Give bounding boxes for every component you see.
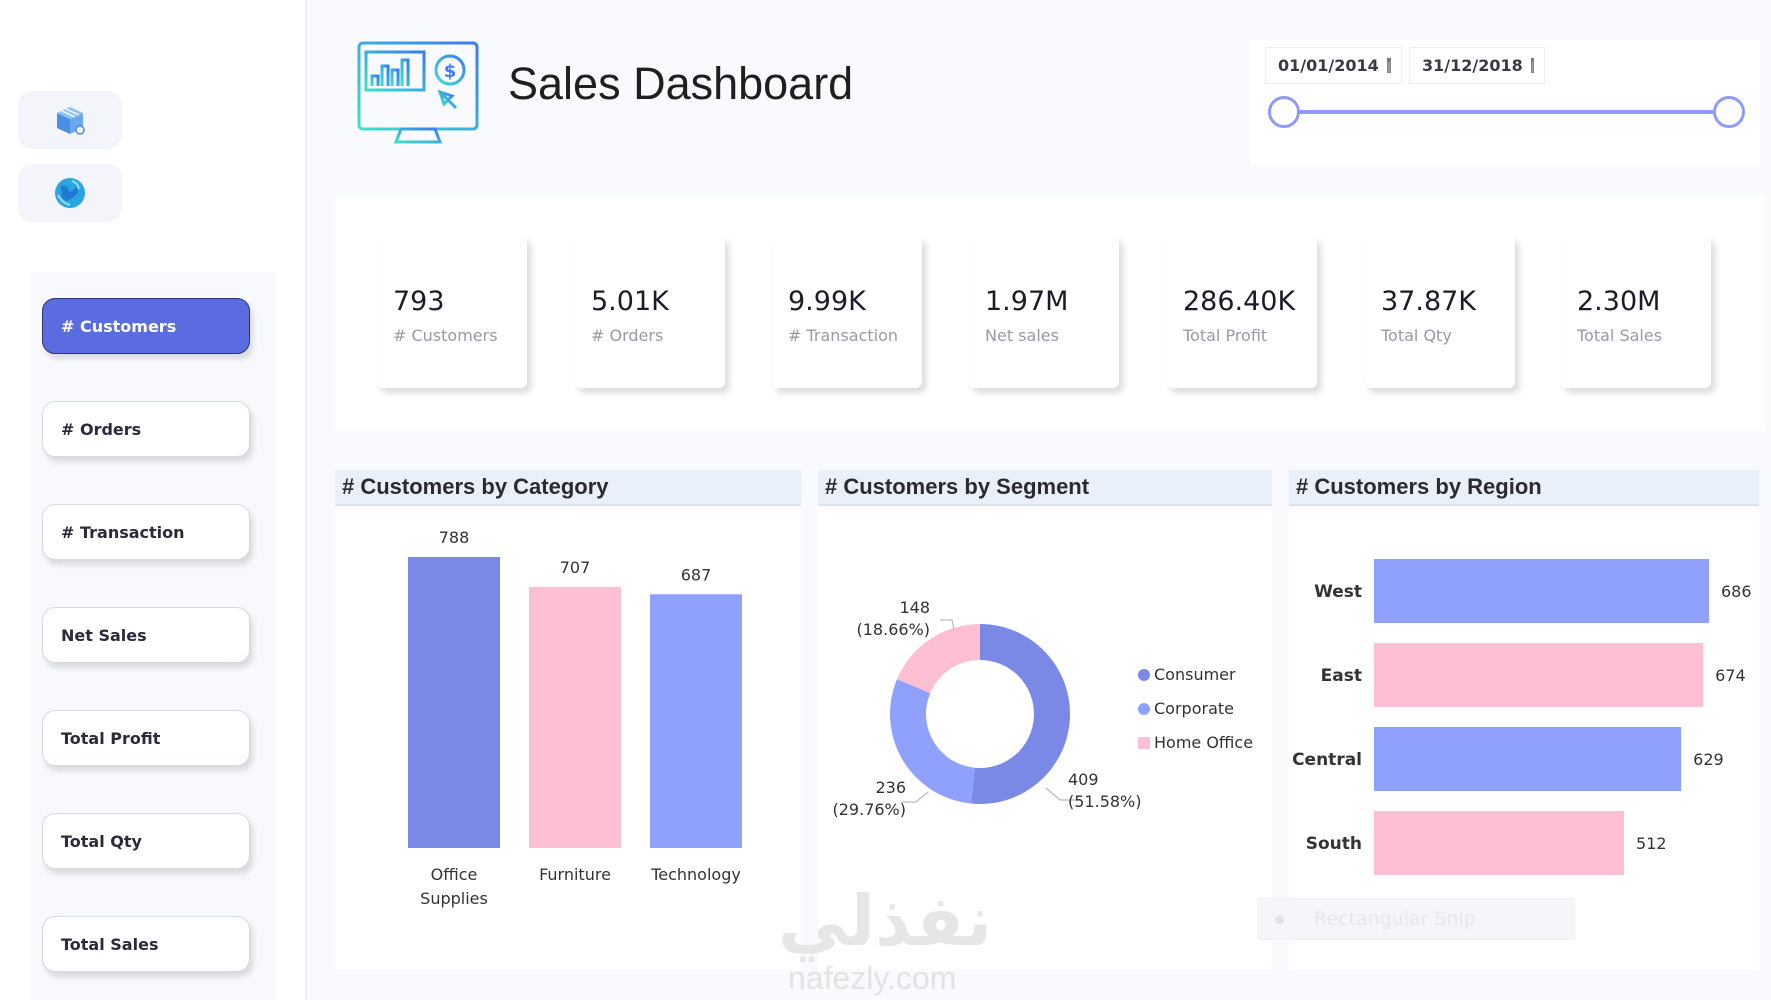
category-bar-chart: 788 Office Supplies 707 Furniture 687 Technolo… <box>408 528 742 908</box>
category-bar[interactable] <box>529 586 621 848</box>
region-value-label: 629 <box>1693 750 1724 769</box>
category-axis-label: Office <box>431 865 478 884</box>
sidebar: # Customers # Orders # Transaction Net S… <box>0 0 307 1000</box>
region-value-label: 686 <box>1721 582 1752 601</box>
region-bar[interactable] <box>1374 727 1682 791</box>
segment-value-label: 409 <box>1068 770 1099 789</box>
kpi-label: Total Profit <box>1183 326 1268 345</box>
segment-value-label: 236 <box>875 778 906 797</box>
nav-total-sales-button[interactable]: Total Sales <box>42 916 250 972</box>
date-range-slider-track[interactable] <box>1298 110 1728 114</box>
globe-page-button[interactable] <box>18 164 122 222</box>
region-value-label: 674 <box>1715 666 1746 685</box>
leader-line-home-office <box>940 619 955 631</box>
kpi-card-customers[interactable]: 793 # Customers <box>377 236 527 388</box>
kpi-value: 9.99K <box>788 286 866 317</box>
segment-percent-label: (29.76%) <box>833 800 907 819</box>
kpi-value: 2.30M <box>1577 286 1661 317</box>
segment-value-label: 148 <box>899 598 930 617</box>
kpi-card-total-sales[interactable]: 2.30M Total Sales <box>1561 236 1711 388</box>
rectangular-snip-ghost: Rectangular Snip <box>1258 898 1575 940</box>
snip-dot-icon <box>1275 914 1284 924</box>
region-axis-label: West <box>1314 582 1362 602</box>
date-slider-end-handle[interactable] <box>1713 96 1745 128</box>
region-bar[interactable] <box>1374 559 1709 623</box>
kpi-label: # Customers <box>393 326 498 345</box>
kpi-label: Total Qty <box>1381 326 1452 345</box>
start-date-input[interactable]: 01/01/2014 <box>1265 47 1402 84</box>
region-chart-title: # Customers by Region <box>1289 470 1759 506</box>
region-bar[interactable] <box>1374 643 1704 707</box>
kpi-label: # Transaction <box>788 326 899 345</box>
category-axis-label: Furniture <box>539 865 611 884</box>
nav-orders-button[interactable]: # Orders <box>42 401 250 457</box>
region-chart-panel <box>1289 470 1759 970</box>
segment-slice[interactable] <box>971 624 1070 804</box>
legend-marker-icon <box>1138 703 1150 715</box>
legend-marker-icon <box>1138 669 1150 681</box>
region-bar[interactable] <box>1374 811 1625 875</box>
region-value-label: 512 <box>1636 834 1667 853</box>
category-value-label: 707 <box>560 558 591 577</box>
segment-percent-label: (18.66%) <box>857 620 931 639</box>
leader-line-consumer <box>1045 787 1080 801</box>
calendar-icon[interactable] <box>1386 58 1391 73</box>
nav-total-profit-button[interactable]: Total Profit <box>42 710 250 766</box>
end-date-input[interactable]: 31/12/2018 <box>1409 47 1545 84</box>
nav-customers-button[interactable]: # Customers <box>42 298 250 354</box>
region-axis-label: Central <box>1292 750 1362 770</box>
region-axis-label: East <box>1321 666 1362 686</box>
date-slider-start-handle[interactable] <box>1268 96 1300 128</box>
page-title: Sales Dashboard <box>508 58 854 109</box>
legend-item[interactable]: Home Office <box>1154 733 1253 752</box>
nav-transaction-button[interactable]: # Transaction <box>42 504 250 560</box>
kpi-card-orders[interactable]: 5.01K # Orders <box>575 236 725 388</box>
kpi-value: 5.01K <box>591 286 669 317</box>
segment-slice[interactable] <box>897 624 980 694</box>
nav-net-sales-button[interactable]: Net Sales <box>42 607 250 663</box>
category-value-label: 788 <box>439 528 470 547</box>
segment-slice[interactable] <box>890 679 975 804</box>
box-icon <box>57 107 85 135</box>
legend-marker-icon <box>1138 737 1150 749</box>
calendar-icon[interactable] <box>1530 58 1534 73</box>
category-bar[interactable] <box>408 557 500 848</box>
category-axis-label: Supplies <box>420 889 488 908</box>
segment-chart-title: # Customers by Segment <box>818 470 1272 506</box>
globe-icon <box>55 178 85 208</box>
nav-total-qty-button[interactable]: Total Qty <box>42 813 250 869</box>
leader-line-corporate <box>902 791 929 803</box>
category-axis-label: Technology <box>650 865 741 884</box>
category-chart-title: # Customers by Category <box>335 470 801 506</box>
box-page-button[interactable] <box>18 91 122 149</box>
dashboard-logo-icon: $ <box>357 41 479 144</box>
legend-item[interactable]: Corporate <box>1154 699 1234 718</box>
kpi-value: 1.97M <box>985 286 1069 317</box>
segment-percent-label: (51.58%) <box>1068 792 1142 811</box>
kpi-card-total-profit[interactable]: 286.40K Total Profit <box>1167 236 1317 388</box>
svg-text:$: $ <box>444 61 457 82</box>
kpi-label: # Orders <box>591 326 664 345</box>
watermark-latin: nafezly.com <box>788 960 957 996</box>
end-date-value: 31/12/2018 <box>1422 56 1523 75</box>
start-date-value: 01/01/2014 <box>1278 56 1379 75</box>
category-bar[interactable] <box>650 594 742 848</box>
kpi-value: 793 <box>393 286 445 317</box>
watermark-arabic: نفذلي <box>778 880 993 962</box>
legend-item[interactable]: Consumer <box>1154 665 1236 684</box>
snip-label: Rectangular Snip <box>1314 908 1476 930</box>
kpi-value: 286.40K <box>1183 286 1296 317</box>
kpi-card-total-qty[interactable]: 37.87K Total Qty <box>1365 236 1515 388</box>
kpi-card-transaction[interactable]: 9.99K # Transaction <box>772 236 922 388</box>
kpi-label: Net sales <box>985 326 1059 345</box>
category-value-label: 687 <box>681 565 712 584</box>
segment-donut-chart: 409 (51.58%) 236 (29.76%) 148 (18.66%) Consume… <box>833 598 1254 819</box>
kpi-value: 37.87K <box>1381 286 1477 317</box>
region-axis-label: South <box>1306 834 1362 854</box>
kpi-label: Total Sales <box>1577 326 1663 345</box>
kpi-card-net-sales[interactable]: 1.97M Net sales <box>969 236 1119 388</box>
region-bar-chart: West 686 East 674 Central 629 South 512 <box>1292 559 1752 875</box>
